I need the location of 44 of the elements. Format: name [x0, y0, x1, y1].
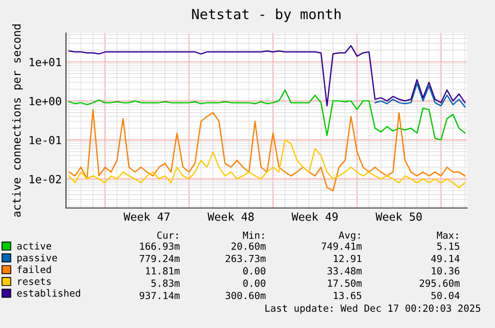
- line-series: [68, 139, 466, 188]
- x-tick-label: Week 47: [124, 212, 170, 221]
- text: 295.60m: [420, 279, 460, 287]
- legend-label: resets: [18, 278, 51, 285]
- line-series: [374, 82, 466, 108]
- text: Last update: Wed Dec 17 00:20:03 2025: [265, 304, 480, 314]
- chart-title: Netstat - by month: [192, 8, 341, 22]
- y-tick-label: 1e-01: [30, 136, 62, 144]
- text: 263.73m: [226, 254, 266, 262]
- text: 10.36: [432, 267, 460, 275]
- y-tick-label: 1e-02: [30, 174, 61, 184]
- line-series: [68, 45, 466, 106]
- text: Max:: [436, 232, 458, 239]
- legend-label: passive: [17, 254, 57, 264]
- text: 17.50m: [328, 279, 362, 287]
- x-tick-label: Week 48: [208, 212, 254, 221]
- legend-label: failed: [18, 266, 51, 274]
- y-tick-label: 1e+00: [30, 96, 62, 106]
- text: 300.60m: [226, 292, 266, 300]
- text: 12.91: [334, 254, 362, 262]
- text: 33.48m: [328, 267, 362, 275]
- text: 11.81m: [146, 267, 180, 275]
- text: 0.00: [243, 279, 266, 287]
- text: 779.24m: [140, 254, 180, 262]
- y-tick-label: 1e+01: [30, 58, 62, 66]
- x-tick-label: Week 50: [376, 212, 422, 221]
- text: 50.04: [431, 292, 460, 300]
- text: 5.83m: [151, 279, 180, 287]
- text: Min:: [242, 231, 264, 239]
- text: Avg:: [338, 232, 360, 241]
- y-axis-title: active connections per second: [12, 24, 23, 217]
- text: 166.93m: [140, 242, 180, 250]
- text: 937.14m: [140, 292, 180, 300]
- text: 49.14: [431, 254, 460, 262]
- text: 0.00: [243, 267, 266, 275]
- legend-label: established: [17, 289, 80, 297]
- text: 749.41m: [322, 242, 362, 250]
- text: 5.15: [437, 242, 460, 250]
- text: 13.65: [334, 292, 362, 300]
- line-series: [68, 89, 466, 141]
- text: Cur:: [157, 231, 178, 239]
- text: 20.60m: [232, 242, 266, 250]
- legend-label: active: [17, 242, 52, 250]
- x-tick-label: Week 49: [292, 212, 338, 221]
